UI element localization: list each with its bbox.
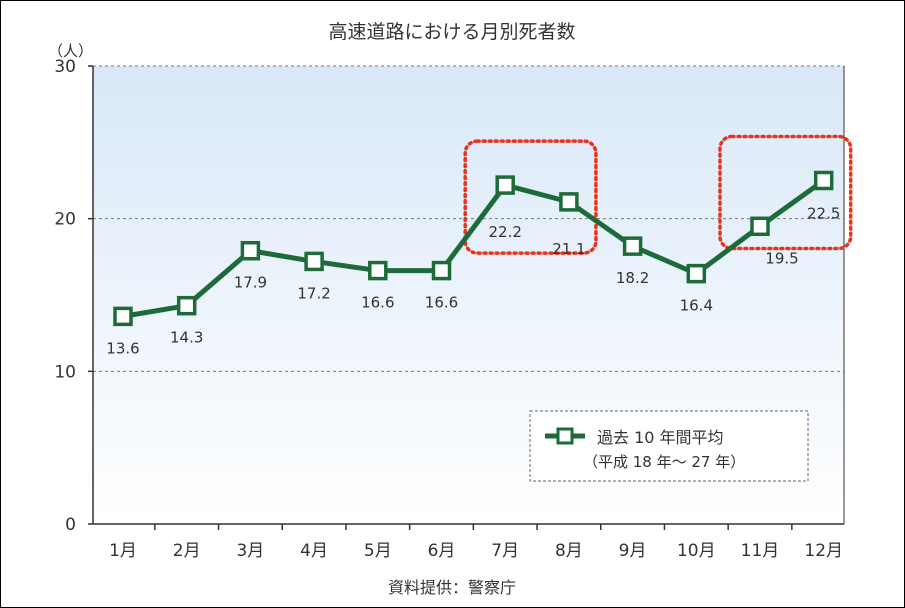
data-labels: 13.6 14.3 17.9 17.2 16.6 16.6 22.2 21.1 18.2 16.4… bbox=[106, 205, 840, 358]
data-point bbox=[750, 216, 770, 237]
data-label: 17.9 bbox=[234, 274, 267, 292]
data-point bbox=[431, 260, 452, 281]
data-label: 18.2 bbox=[616, 269, 649, 287]
x-tick-label: 12月 bbox=[804, 541, 843, 561]
x-tick-label: 4月 bbox=[300, 541, 328, 561]
data-label: 21.1 bbox=[552, 240, 585, 258]
source-note: 資料提供：警察庁 bbox=[388, 578, 516, 597]
legend: 過去 10 年間平均 （平成 18 年〜 27 年） bbox=[529, 410, 809, 482]
legend-marker bbox=[556, 427, 574, 445]
highlight-box bbox=[718, 134, 853, 251]
x-tick-label: 2月 bbox=[173, 541, 201, 561]
x-tick-label: 11月 bbox=[741, 541, 780, 561]
data-label: 22.2 bbox=[488, 223, 521, 241]
y-tick-label: 10 bbox=[54, 362, 76, 382]
x-tick-label: 3月 bbox=[236, 541, 264, 561]
data-label: 16.6 bbox=[425, 294, 458, 312]
data-point bbox=[176, 295, 197, 316]
data-label: 19.5 bbox=[765, 249, 798, 267]
data-label: 13.6 bbox=[106, 339, 139, 357]
y-tick-label: 30 bbox=[54, 57, 76, 77]
highlight-boxes bbox=[463, 134, 853, 255]
series-line bbox=[122, 178, 826, 319]
data-points bbox=[113, 170, 834, 327]
x-tick-label: 6月 bbox=[428, 541, 456, 561]
data-point bbox=[304, 251, 324, 272]
data-label: 16.6 bbox=[361, 294, 394, 312]
legend-label: 過去 10 年間平均 bbox=[597, 428, 724, 447]
x-tick-label: 8月 bbox=[555, 541, 583, 561]
data-point bbox=[240, 240, 261, 261]
legend-sublabel: （平成 18 年〜 27 年） bbox=[583, 453, 745, 471]
y-axis-label: （人） bbox=[48, 42, 93, 60]
axes bbox=[88, 65, 845, 530]
data-point bbox=[622, 236, 643, 256]
data-point bbox=[113, 306, 133, 327]
x-tick-label: 1月 bbox=[109, 541, 137, 561]
legend-box bbox=[529, 410, 809, 482]
data-point bbox=[495, 175, 515, 195]
gridlines bbox=[93, 65, 844, 372]
data-label: 14.3 bbox=[170, 329, 203, 347]
highlight-box bbox=[463, 139, 598, 255]
data-label: 22.5 bbox=[807, 205, 840, 223]
x-tick-label: 10月 bbox=[677, 541, 716, 561]
x-tick-labels: 1月 2月 3月 4月 5月 6月 7月 8月 9月 10月 11月 12月 bbox=[109, 541, 843, 561]
data-point bbox=[368, 260, 388, 281]
data-label: 16.4 bbox=[680, 297, 713, 315]
y-tick-labels: 0 10 20 30 bbox=[54, 57, 76, 535]
y-tick-label: 20 bbox=[54, 210, 76, 230]
x-tick-label: 5月 bbox=[364, 541, 392, 561]
data-label: 17.2 bbox=[297, 284, 330, 302]
chart-title: 高速道路における月別死者数 bbox=[328, 21, 575, 43]
series-line-path bbox=[122, 178, 826, 319]
data-point bbox=[559, 192, 579, 212]
y-tick-label: 0 bbox=[65, 515, 76, 535]
x-tick-label: 9月 bbox=[619, 541, 647, 561]
data-point bbox=[686, 263, 707, 284]
data-point bbox=[813, 170, 834, 191]
x-tick-label: 7月 bbox=[491, 541, 519, 561]
